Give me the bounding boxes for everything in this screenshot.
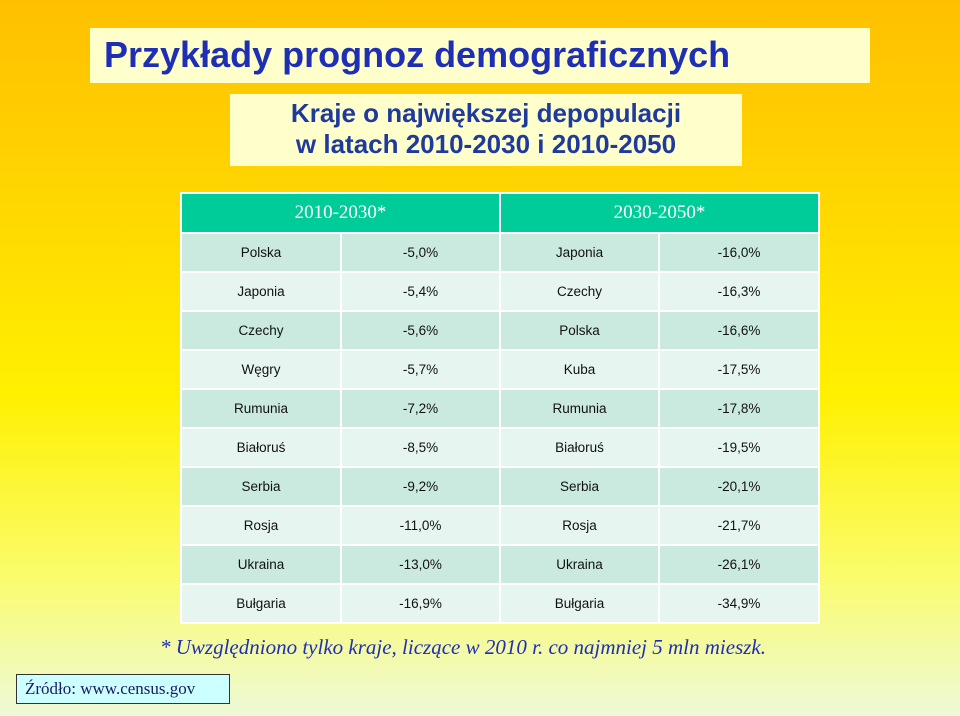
country-cell: Polska (180, 232, 342, 273)
value-cell: -16,6% (658, 310, 821, 351)
country-cell: Rosja (499, 505, 661, 546)
value-cell: -19,5% (658, 427, 821, 468)
value-cell: -34,9% (658, 583, 821, 624)
country-cell: Kuba (499, 349, 661, 390)
country-cell: Białoruś (499, 427, 661, 468)
table-row: Ukraina -13,0% Ukraina -26,1% (180, 544, 821, 585)
value-cell: -16,9% (339, 583, 502, 624)
value-cell: -5,7% (339, 349, 502, 390)
country-cell: Białoruś (180, 427, 342, 468)
country-cell: Węgry (180, 349, 342, 390)
country-cell: Ukraina (180, 544, 342, 585)
table-row: Polska -5,0% Japonia -16,0% (180, 232, 821, 273)
footnote: * Uwzględniono tylko kraje, liczące w 20… (160, 635, 766, 659)
header-period-2010-2030: 2010-2030* (179, 192, 502, 234)
subtitle-line-2: w latach 2010-2030 i 2010-2050 (295, 129, 677, 159)
table-header-row: 2010-2030* 2030-2050* (179, 192, 821, 234)
country-cell: Rumunia (499, 388, 661, 429)
country-cell: Czechy (180, 310, 342, 351)
value-cell: -13,0% (339, 544, 502, 585)
country-cell: Bułgaria (499, 583, 661, 624)
value-cell: -9,2% (339, 466, 502, 507)
subtitle-line-1: Kraje o największej depopulacji (290, 98, 682, 128)
value-cell: -5,6% (339, 310, 502, 351)
country-cell: Japonia (499, 232, 661, 273)
value-cell: -21,7% (658, 505, 821, 546)
country-cell: Bułgaria (180, 583, 342, 624)
table-row: Czechy -5,6% Polska -16,6% (180, 310, 821, 351)
value-cell: -8,5% (339, 427, 502, 468)
depopulation-table: 2010-2030* 2030-2050* Polska -5,0% Japon… (179, 192, 821, 624)
page-title: Przykłady prognoz demograficznych (104, 34, 731, 75)
country-cell: Rosja (180, 505, 342, 546)
table-row: Węgry -5,7% Kuba -17,5% (180, 349, 821, 390)
country-cell: Czechy (499, 271, 661, 312)
value-cell: -17,5% (658, 349, 821, 390)
value-cell: -7,2% (339, 388, 502, 429)
table-row: Rumunia -7,2% Rumunia -17,8% (180, 388, 821, 429)
country-cell: Japonia (180, 271, 342, 312)
title-box (90, 28, 870, 83)
value-cell: -16,0% (658, 232, 821, 273)
subtitle-box: Kraje o największej depopulacji w latach… (230, 94, 742, 166)
table-row: Japonia -5,4% Czechy -16,3% (180, 271, 821, 312)
value-cell: -11,0% (339, 505, 502, 546)
value-cell: -5,4% (339, 271, 502, 312)
value-cell: -20,1% (658, 466, 821, 507)
value-cell: -26,1% (658, 544, 821, 585)
country-cell: Polska (499, 310, 661, 351)
country-cell: Serbia (180, 466, 342, 507)
value-cell: -17,8% (658, 388, 821, 429)
table-row: Białoruś -8,5% Białoruś -19,5% (180, 427, 821, 468)
country-cell: Serbia (499, 466, 661, 507)
table-row: Rosja -11,0% Rosja -21,7% (180, 505, 821, 546)
table-row: Serbia -9,2% Serbia -20,1% (180, 466, 821, 507)
country-cell: Rumunia (180, 388, 342, 429)
country-cell: Ukraina (499, 544, 661, 585)
value-cell: -5,0% (339, 232, 502, 273)
value-cell: -16,3% (658, 271, 821, 312)
header-period-2030-2050: 2030-2050* (499, 192, 821, 234)
table-row: Bułgaria -16,9% Bułgaria -34,9% (180, 583, 821, 624)
source-label: Źródło: www.census.gov (16, 674, 230, 704)
